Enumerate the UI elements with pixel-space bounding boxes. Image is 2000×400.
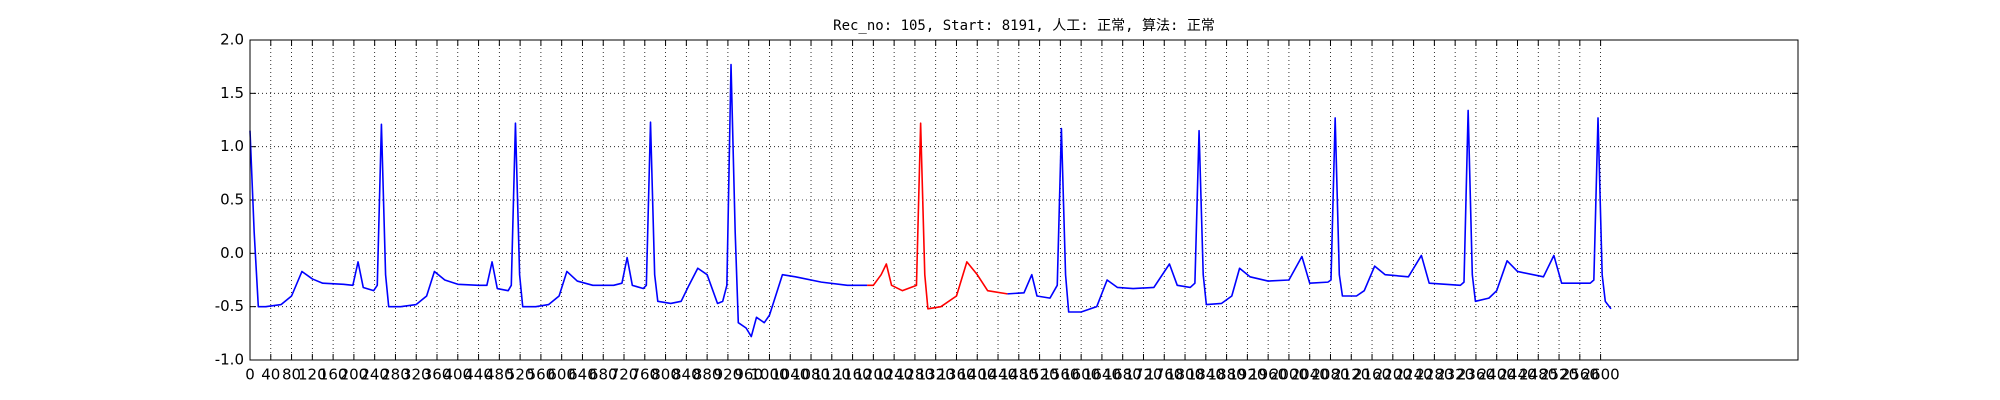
ecg-line [249, 63, 1612, 338]
y-tick-label: 1.0 [220, 137, 244, 155]
x-tick-label: 1440 [979, 366, 1017, 384]
x-tick-label: 1800 [1166, 366, 1204, 384]
x-tick-label: 2480 [1519, 366, 1557, 384]
x-tick-label: 840 [672, 366, 701, 384]
x-tick-label: 1480 [1000, 366, 1038, 384]
x-tick-label: 1640 [1083, 366, 1121, 384]
y-tick-label: 1.5 [220, 84, 244, 102]
x-tick-label: 720 [610, 366, 639, 384]
x-tick-label: 1280 [896, 366, 934, 384]
x-tick-label: 2200 [1374, 366, 1412, 384]
x-tick-label: 880 [693, 366, 722, 384]
x-tick-label: 2400 [1478, 366, 1516, 384]
chart-title: Rec_no: 105, Start: 8191, 人工: 正常, 算法: 正常 [833, 18, 1215, 34]
x-tick-label: 1320 [917, 366, 955, 384]
x-tick-label: 1120 [813, 366, 851, 384]
x-tick-label: 2360 [1457, 366, 1495, 384]
y-tick-label: 0.5 [220, 191, 244, 209]
x-tick-label: 1560 [1041, 366, 1079, 384]
x-tick-label: 680 [589, 366, 618, 384]
x-tick-label: 0 [245, 366, 255, 384]
x-tick-label: 2280 [1415, 366, 1453, 384]
y-tick-label: -0.5 [215, 297, 244, 315]
x-tick-label: 1520 [1020, 366, 1058, 384]
x-tick-label: 2440 [1498, 366, 1536, 384]
x-tick-label: 560 [527, 366, 556, 384]
y-tick-label: -1.0 [215, 351, 244, 369]
x-tick-label: 920 [714, 366, 743, 384]
x-tick-label: 2600 [1582, 366, 1620, 384]
x-tick-label: 1760 [1145, 366, 1183, 384]
x-tick-label: 760 [630, 366, 659, 384]
x-tick-label: 280 [381, 366, 410, 384]
x-tick-label: 960 [734, 366, 763, 384]
x-tick-label: 1360 [937, 366, 975, 384]
x-tick-label: 1840 [1187, 366, 1225, 384]
x-tick-label: 200 [340, 366, 369, 384]
x-tick-label: 1720 [1124, 366, 1162, 384]
x-tick-label: 1200 [854, 366, 892, 384]
x-tick-label: 1400 [958, 366, 996, 384]
x-tick-label: 360 [423, 366, 452, 384]
x-tick-label: 2160 [1353, 366, 1391, 384]
x-tick-label: 640 [568, 366, 597, 384]
ecg-line [867, 122, 1008, 310]
x-tick-label: 2520 [1540, 366, 1578, 384]
x-tick-label: 2560 [1561, 366, 1599, 384]
x-tick-label: 160 [319, 366, 348, 384]
plot-frame [249, 39, 1799, 361]
x-tick-label: 2320 [1436, 366, 1474, 384]
x-tick-label: 1960 [1249, 366, 1287, 384]
x-tick-label: 800 [651, 366, 680, 384]
x-tick-label: 1600 [1062, 366, 1100, 384]
x-tick-label: 520 [506, 366, 535, 384]
x-tick-label: 2040 [1291, 366, 1329, 384]
x-tick-label: 2000 [1270, 366, 1308, 384]
y-tick-label: 2.0 [220, 31, 244, 49]
x-tick-label: 1880 [1207, 366, 1245, 384]
x-tick-label: 600 [547, 366, 576, 384]
x-tick-label: 2080 [1311, 366, 1349, 384]
x-tick-label: 240 [360, 366, 389, 384]
x-tick-label: 1240 [875, 366, 913, 384]
x-tick-label: 1160 [833, 366, 871, 384]
x-tick-label: 1080 [792, 366, 830, 384]
x-tick-label: 1920 [1228, 366, 1266, 384]
x-tick-label: 400 [443, 366, 472, 384]
x-tick-label: 1680 [1104, 366, 1142, 384]
x-tick-label: 2120 [1332, 366, 1370, 384]
x-tick-label: 2240 [1395, 366, 1433, 384]
x-tick-label: 80 [282, 366, 301, 384]
x-tick-label: 1000 [750, 366, 788, 384]
x-tick-label: 480 [485, 366, 514, 384]
x-tick-label: 120 [298, 366, 327, 384]
x-tick-label: 320 [402, 366, 431, 384]
x-tick-label: 1040 [771, 366, 809, 384]
x-tick-label: 40 [261, 366, 280, 384]
x-tick-label: 440 [464, 366, 493, 384]
y-tick-label: 0.0 [220, 244, 244, 262]
